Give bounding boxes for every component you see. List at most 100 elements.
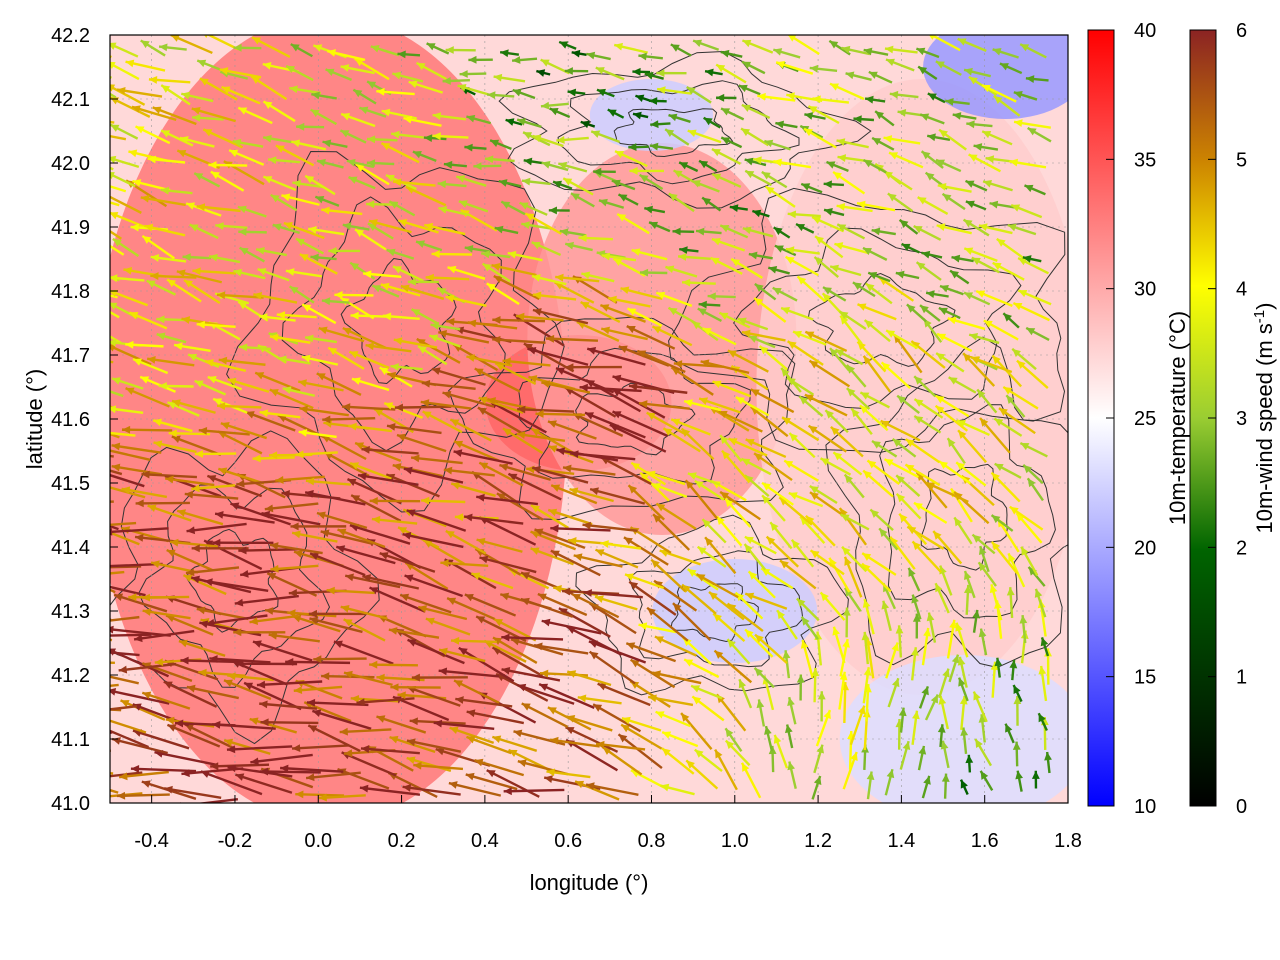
wind-vector — [681, 583, 717, 615]
wind-vector — [684, 479, 718, 520]
wind-vector — [110, 134, 127, 141]
wind-vector — [729, 204, 748, 212]
wind-vector — [841, 546, 868, 573]
wind-vector — [238, 546, 298, 555]
wind-vector — [165, 475, 215, 487]
wind-vector — [388, 627, 440, 639]
wind-vector — [683, 399, 722, 412]
wind-vector — [276, 311, 317, 319]
wind-vector — [223, 738, 271, 755]
wind-vector — [253, 291, 298, 304]
wind-vector — [449, 726, 495, 745]
temperature-colorbar: 10 15 20 25 30 35 40 10m-temperature (°C) — [1087, 20, 1190, 818]
wind-vector — [1038, 665, 1048, 702]
wind-vector — [450, 636, 497, 645]
wind-vector — [804, 393, 848, 417]
wind-vector — [417, 345, 448, 366]
wind-vector — [638, 622, 677, 634]
wind-vector — [695, 573, 739, 599]
wind-vector — [866, 459, 900, 485]
wind-vector — [938, 668, 950, 699]
wind-vector — [147, 504, 192, 522]
wind-vector — [533, 642, 589, 655]
wind-vector — [484, 155, 515, 164]
wind-vector — [210, 762, 270, 771]
wind-vector — [963, 570, 976, 599]
wind-vector — [1025, 75, 1049, 83]
wind-vector — [262, 100, 296, 123]
wind-vector — [166, 401, 200, 417]
wind-vector — [743, 543, 767, 571]
topography-contour — [281, 196, 506, 452]
x-axis-ticks: -0.4 -0.2 0.0 0.2 0.4 0.6 0.8 1.0 1.2 1.4 1.6 1.8 — [134, 795, 1082, 852]
wind-vector — [110, 749, 112, 752]
wind-vector — [270, 564, 319, 573]
wind-vector — [379, 552, 436, 573]
wind-vector — [147, 355, 195, 367]
wind-vector — [906, 525, 945, 550]
x-tick-label: 0.0 — [304, 830, 332, 852]
wind-vector — [492, 636, 538, 665]
wind-vector — [753, 667, 775, 689]
wind-vector — [617, 193, 639, 206]
colorbar-tick-label: 0 — [1236, 796, 1247, 818]
wind-vector — [152, 418, 193, 433]
wind-vector — [333, 640, 394, 665]
wind-vector — [376, 715, 427, 734]
wind-vector — [392, 178, 436, 187]
wind-vector — [272, 223, 300, 234]
wind-vector — [612, 410, 668, 437]
colorbar-tick-label: 25 — [1134, 408, 1156, 430]
wind-vector — [895, 270, 920, 280]
wind-vector — [209, 655, 271, 664]
colorbar-tick-label: 1 — [1236, 667, 1247, 689]
wind-vector — [579, 383, 642, 393]
wind-vector — [268, 631, 320, 643]
wind-vector — [800, 616, 819, 640]
wind-vector — [913, 398, 944, 419]
wind-vector — [786, 376, 814, 396]
wind-vector — [983, 319, 1019, 341]
wind-vector — [1009, 659, 1018, 681]
wind-vector — [110, 185, 127, 193]
wind-vector — [397, 50, 421, 59]
wind-vector — [365, 342, 412, 353]
wind-vector — [994, 462, 1022, 479]
wind-vector — [863, 47, 889, 56]
wind-vector — [390, 683, 441, 692]
wind-vector — [352, 88, 377, 105]
wind-vector — [189, 223, 219, 240]
wind-vector — [445, 529, 487, 555]
wind-vector — [152, 106, 197, 126]
wind-vector — [936, 332, 973, 353]
x-tick-label: 1.4 — [887, 830, 915, 852]
wind-vector — [740, 762, 762, 799]
wind-vector — [1024, 184, 1046, 196]
wind-vector — [896, 394, 920, 415]
wind-vector — [1013, 90, 1038, 101]
wind-vector — [775, 60, 814, 75]
wind-vector — [654, 635, 697, 657]
wind-vector — [547, 420, 597, 440]
wind-vector — [720, 136, 743, 149]
wind-vector — [807, 424, 847, 453]
wind-vector — [359, 106, 387, 118]
wind-vector — [110, 675, 139, 685]
wind-vector — [788, 432, 816, 459]
wind-vector — [829, 347, 850, 372]
wind-vector — [834, 348, 864, 366]
wind-vector — [289, 285, 315, 304]
wind-vector — [128, 311, 168, 330]
temperature-region — [839, 655, 1068, 803]
wind-vector — [939, 565, 953, 596]
wind-vector — [938, 306, 961, 320]
plot-area — [109, 34, 1069, 804]
wind-vector — [773, 158, 812, 169]
wind-vector — [191, 544, 249, 553]
y-tick-label: 42.1 — [51, 89, 90, 111]
wind-vector — [369, 586, 426, 613]
wind-vector — [457, 84, 489, 96]
wind-vector — [994, 657, 1003, 678]
wind-vector — [322, 415, 376, 424]
wind-vector — [631, 248, 668, 261]
